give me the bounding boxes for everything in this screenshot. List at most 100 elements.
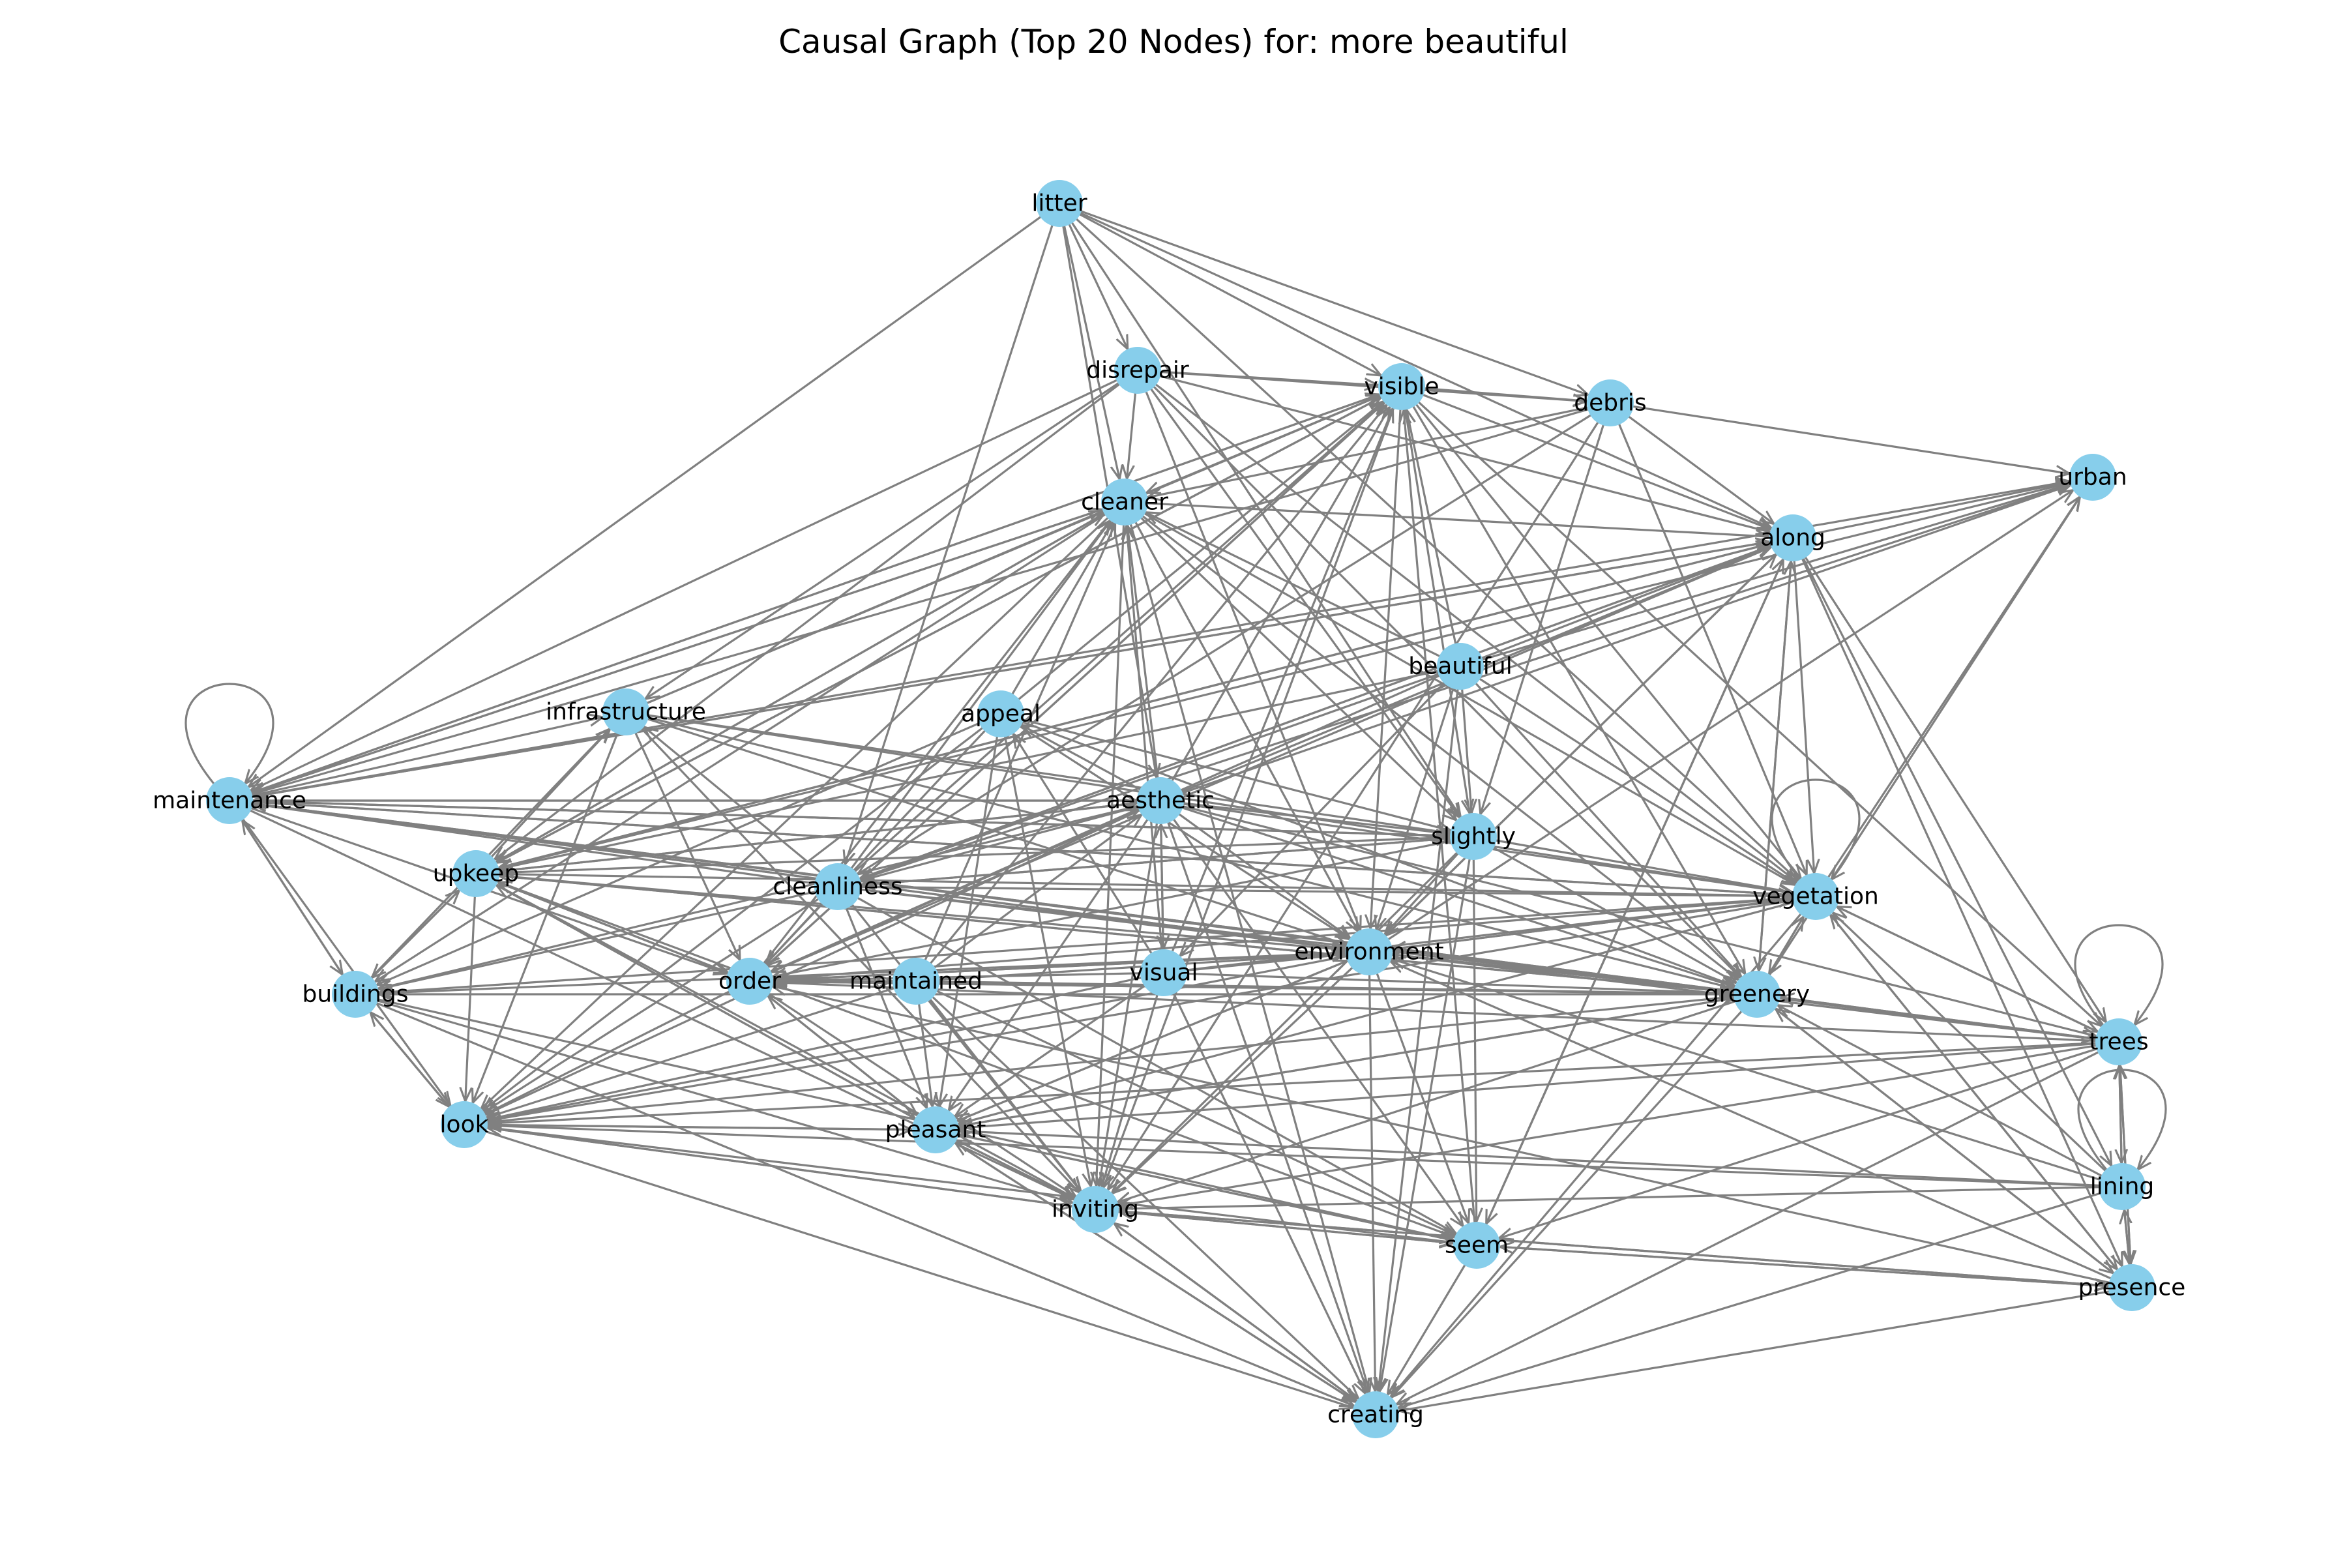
node-label-along: along <box>1760 525 1825 552</box>
edge-visible-to-environment <box>1370 407 1402 928</box>
edge-infrastructure-to-greenery <box>645 716 1734 989</box>
edge-seem-to-along <box>1484 559 1783 1227</box>
edge-aesthetic-to-creating <box>1166 820 1368 1393</box>
edge-maintained-to-seem <box>934 989 1455 1235</box>
node-greenery <box>1734 971 1780 1018</box>
node-look <box>441 1101 488 1148</box>
edge-appeal-to-greenery <box>1020 720 1735 986</box>
edge-cleanliness-to-pleasant <box>844 906 927 1108</box>
edge-aesthetic-to-environment <box>1176 812 1350 938</box>
edge-upkeep-to-cleaner <box>494 514 1104 865</box>
node-label-debris: debris <box>1574 390 1646 417</box>
edge-presence-to-greenery <box>1775 1009 2116 1276</box>
node-label-inviting: inviting <box>1052 1196 1139 1223</box>
edge-slightly-to-vegetation <box>1494 838 1793 893</box>
edge-upkeep-to-look <box>465 894 477 1101</box>
node-environment <box>1346 928 1393 975</box>
edge-slightly-to-seem <box>1473 857 1476 1222</box>
edge-seem-to-creating <box>1387 1262 1467 1395</box>
edge-visual-to-look <box>487 976 1144 1120</box>
edge-aesthetic-to-buildings <box>378 804 1141 989</box>
edge-litter-to-cleaner <box>1063 223 1120 479</box>
edge-appeal-to-buildings <box>377 721 982 985</box>
node-label-buildings: buildings <box>303 981 409 1008</box>
edge-infrastructure-to-visible <box>644 396 1380 705</box>
edge-appeal-to-inviting <box>1003 734 1091 1186</box>
edge-along-to-vegetation <box>1793 558 1814 873</box>
edge-maintenance-to-maintenance <box>185 683 274 784</box>
node-maintained <box>893 958 939 1005</box>
edge-upkeep-to-inviting <box>494 882 1074 1198</box>
edge-visual-to-cleaner <box>1127 525 1163 953</box>
edge-aesthetic-to-greenery <box>1179 806 1734 987</box>
node-label-look: look <box>440 1112 489 1138</box>
edge-greenery-to-vegetation <box>1767 917 1804 977</box>
edge-seem-to-pleasant <box>958 1135 1457 1242</box>
node-slightly <box>1450 813 1497 860</box>
edge-lining-to-creating <box>1398 1191 2103 1408</box>
edge-lining-to-vegetation <box>1833 913 2108 1174</box>
edge-trees-to-creating <box>1396 1050 2101 1404</box>
node-trees <box>2095 1018 2142 1065</box>
edge-infrastructure-to-look <box>473 731 619 1103</box>
edge-presence-to-creating <box>1399 1290 2112 1411</box>
edge-cleaner-to-vegetation <box>1142 511 1795 885</box>
edge-trees-to-look <box>488 1042 2099 1124</box>
node-cleanliness <box>814 863 861 910</box>
edge-cleanliness-to-order <box>766 901 825 964</box>
edge-upkeep-to-aesthetic <box>496 803 1137 873</box>
edge-appeal-to-look <box>483 726 985 1111</box>
edge-look-to-buildings <box>370 1013 452 1110</box>
node-label-disrepair: disrepair <box>1086 357 1189 384</box>
edge-cleanliness-to-aesthetic <box>857 806 1138 883</box>
edge-cleaner-to-slightly <box>1138 515 1456 820</box>
edge-aesthetic-to-urban <box>1179 485 2071 795</box>
node-presence <box>2108 1264 2155 1311</box>
edge-debris-to-vegetation <box>1617 421 1807 875</box>
edge-visual-to-creating <box>1172 991 1366 1394</box>
edge-vegetation-to-order <box>773 896 1795 980</box>
edge-slightly-to-creating <box>1380 857 1471 1392</box>
edge-infrastructure-to-environment <box>645 717 1347 945</box>
edge-visible-to-vegetation <box>1413 402 1801 878</box>
node-seem <box>1453 1222 1500 1269</box>
edge-cleaner-to-look <box>481 515 1110 1108</box>
edge-order-to-inviting <box>766 992 1076 1197</box>
edge-cleanliness-to-look <box>484 896 821 1112</box>
edge-litter-to-along <box>1078 211 1771 528</box>
node-label-upkeep: upkeep <box>433 861 519 887</box>
edge-visible-to-greenery <box>1411 404 1745 974</box>
edge-presence-to-seem <box>1500 1247 2112 1288</box>
edge-pleasant-to-greenery <box>956 998 1734 1128</box>
edge-litter-to-debris <box>1078 209 1588 395</box>
edge-trees-to-inviting <box>1119 1044 2099 1206</box>
edge-visual-to-inviting <box>1102 992 1159 1187</box>
graph-title: Causal Graph (Top 20 Nodes) for: more be… <box>778 23 1569 61</box>
edge-aesthetic-to-cleaner <box>1127 525 1159 780</box>
edges-layer <box>185 209 2167 1411</box>
edge-inviting-to-look <box>488 1128 1075 1208</box>
edge-lining-to-trees <box>2119 1065 2122 1166</box>
edge-disrepair-to-maintenance <box>251 378 1119 791</box>
edge-creating-to-pleasant <box>955 1143 1359 1404</box>
edge-aesthetic-to-inviting <box>1099 821 1159 1187</box>
node-label-vegetation: vegetation <box>1752 883 1879 910</box>
node-label-seem: seem <box>1445 1232 1509 1259</box>
node-label-beautiful: beautiful <box>1408 653 1513 680</box>
node-label-aesthetic: aesthetic <box>1106 788 1215 814</box>
node-label-cleaner: cleaner <box>1081 489 1168 516</box>
edge-along-to-urban <box>1813 482 2069 535</box>
edge-maintenance-to-cleaner <box>248 509 1102 795</box>
node-pleasant <box>912 1106 959 1153</box>
edge-greenery-to-upkeep <box>499 876 1737 994</box>
node-aesthetic <box>1137 777 1184 824</box>
edge-maintained-to-inviting <box>928 997 1081 1191</box>
node-label-slightly: slightly <box>1431 823 1516 850</box>
edge-along-to-lining <box>1801 555 2112 1166</box>
edge-visual-to-vegetation <box>1184 899 1792 971</box>
edge-disrepair-to-infrastructure <box>645 381 1121 699</box>
edge-trees-to-seem <box>1499 1047 2099 1238</box>
edge-visible-to-debris <box>1422 387 1587 402</box>
edge-order-to-visible <box>764 402 1385 968</box>
edge-pleasant-to-order <box>768 996 920 1118</box>
